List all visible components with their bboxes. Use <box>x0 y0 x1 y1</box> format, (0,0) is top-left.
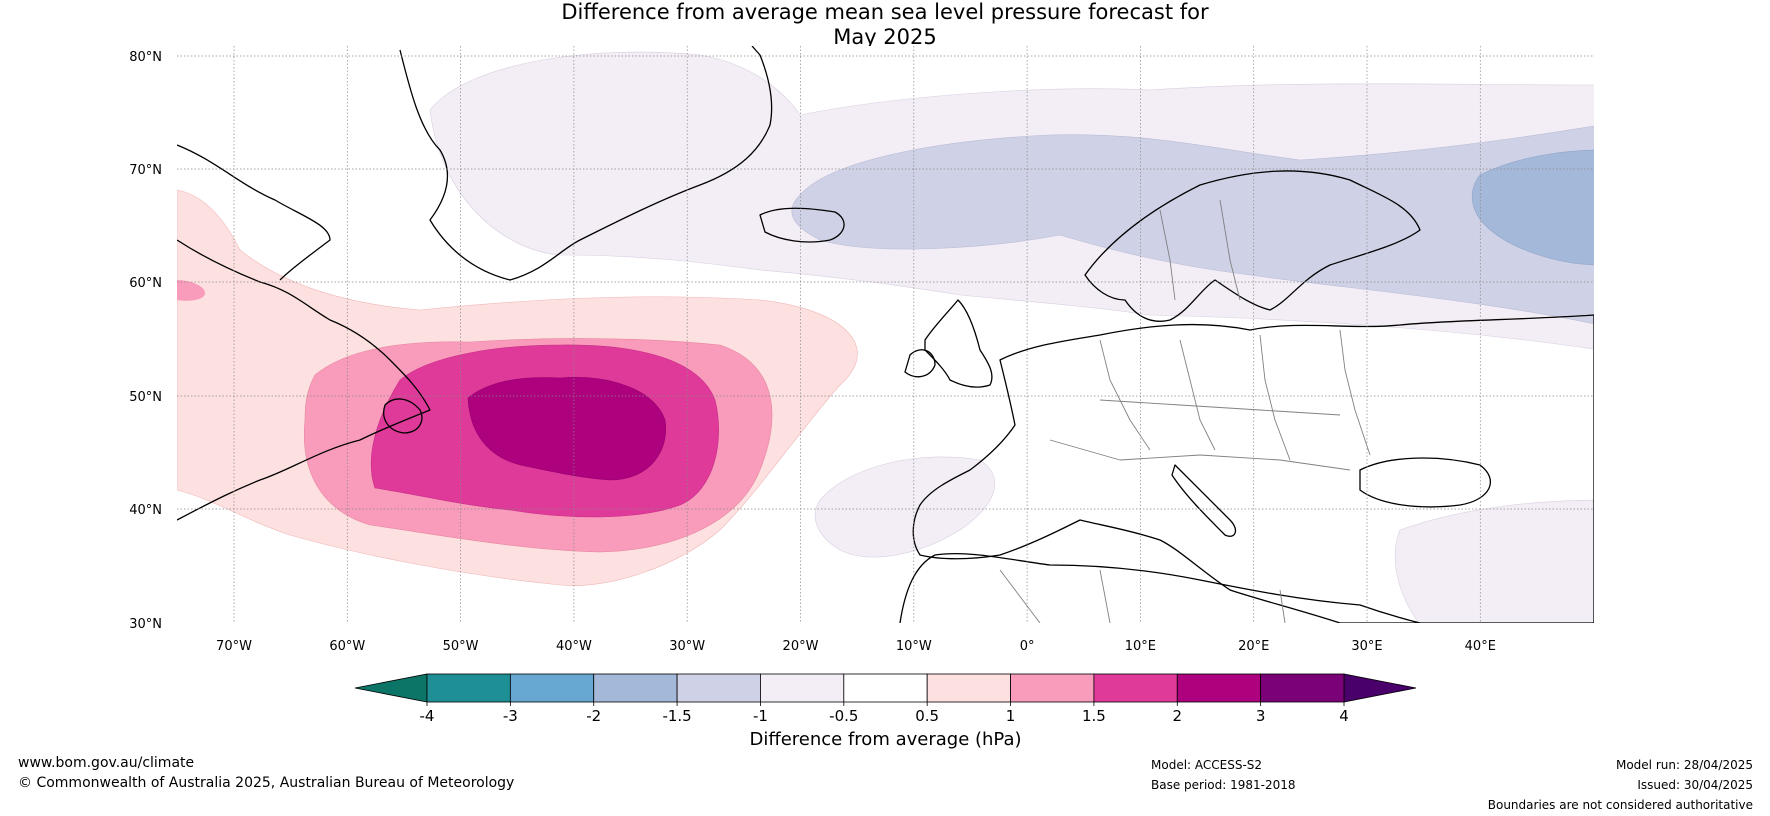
colorbar-tick-label: -2 <box>586 707 601 725</box>
latitude-label: 60°N <box>129 276 162 291</box>
map-title-line1: Difference from average mean sea level p… <box>561 0 1209 24</box>
longitude-label: 30°E <box>1351 639 1382 654</box>
longitude-label: 10°W <box>896 639 932 654</box>
latitude-label: 80°N <box>129 50 162 65</box>
colorbar-segment <box>843 673 928 703</box>
colorbar-tick-label: -0.5 <box>829 707 858 725</box>
map-title-line2: May 2025 <box>833 25 937 49</box>
iceland-coast <box>759 207 845 243</box>
colorbar-label: Difference from average (hPa) <box>749 729 1021 750</box>
coastlines <box>177 46 1594 623</box>
border-germany-poland <box>1179 339 1216 451</box>
longitude-label: 30°W <box>669 639 705 654</box>
border-france-germany <box>1099 339 1151 451</box>
longitude-label: 0° <box>1020 639 1035 654</box>
border-central-europe <box>1099 399 1341 416</box>
longitude-label: 40°E <box>1465 639 1496 654</box>
italy-coast <box>1171 464 1237 537</box>
colorbar: -4 -3 -2 -1.5 -1 -0.5 0.5 1 1.5 2 3 4 Difference fro… <box>354 673 1417 750</box>
axis-labels: 80°N 70°N 60°N 50°N 40°N 30°N 70°W 60°W 50°W 40°W… <box>129 50 1496 654</box>
border-libya-egypt <box>1279 589 1286 623</box>
base-period: Base period: 1981-2018 <box>1151 778 1296 792</box>
longitude-label: 60°W <box>329 639 365 654</box>
colorbar-segment <box>1260 673 1345 703</box>
boundaries-disclaimer: Boundaries are not considered authoritat… <box>1487 798 1753 812</box>
border-morocco-algeria <box>999 569 1041 623</box>
graticule <box>177 46 1594 623</box>
border-balkans <box>1119 454 1351 471</box>
colorbar-tick-label: 1 <box>1006 707 1016 725</box>
colorbar-tick-label: 4 <box>1339 707 1349 725</box>
border-pyrenees <box>1049 439 1121 461</box>
model-name: Model: ACCESS-S2 <box>1151 758 1263 772</box>
border-poland-belarus <box>1259 334 1291 461</box>
colorbar-segment <box>926 673 1011 703</box>
contour-pos-2 <box>467 377 667 481</box>
colorbar-segment <box>760 673 845 703</box>
colorbar-tick-label: -3 <box>503 707 518 725</box>
longitude-label: 20°W <box>783 639 819 654</box>
colorbar-segment <box>509 673 595 703</box>
contour-neg-0.5-south <box>814 456 996 558</box>
colorbar-segment <box>1176 673 1262 703</box>
colorbar-tick-label: 1.5 <box>1082 707 1106 725</box>
colorbar-tick-label: 3 <box>1256 707 1266 725</box>
contour-pos-0.5-small <box>177 280 205 301</box>
colorbar-segment <box>593 673 678 703</box>
ireland-coast <box>904 349 936 378</box>
latitude-label: 40°N <box>129 503 162 518</box>
source-url: www.bom.gov.au/climate <box>18 755 195 771</box>
colorbar-segment <box>1010 673 1095 703</box>
anomaly-contours <box>177 46 1594 623</box>
greenland-coast <box>399 46 773 281</box>
latitude-label: 50°N <box>129 390 162 405</box>
colorbar-tick-label: 2 <box>1172 707 1182 725</box>
colorbar-tick-label: 0.5 <box>915 707 939 725</box>
colorbar-tick-label: -1.5 <box>662 707 691 725</box>
uk-coast <box>924 299 993 388</box>
longitude-label: 10°E <box>1125 639 1156 654</box>
africa-coast <box>899 552 1421 623</box>
labrador-coast <box>177 239 431 521</box>
newfoundland-coast <box>383 398 423 434</box>
border-sweden-finland <box>1219 199 1241 301</box>
border-algeria-libya <box>1099 569 1111 623</box>
colorbar-segment <box>1093 673 1178 703</box>
colorbar-tick-label: -1 <box>753 707 768 725</box>
longitude-label: 20°E <box>1238 639 1269 654</box>
colorbar-segment <box>426 673 511 703</box>
colorbar-under-arrow <box>354 673 428 703</box>
longitude-label: 50°W <box>443 639 479 654</box>
issued-date: Issued: 30/04/2025 <box>1637 778 1753 792</box>
baffin-coast <box>177 144 331 281</box>
contour-neg-0.5-southeast <box>1394 499 1594 623</box>
longitude-label: 40°W <box>556 639 592 654</box>
colorbar-tick-label: -4 <box>420 707 435 725</box>
longitude-label: 70°W <box>216 639 252 654</box>
border-russia-ukraine <box>1339 329 1371 456</box>
latitude-label: 70°N <box>129 163 162 178</box>
colorbar-over-arrow <box>1343 673 1417 703</box>
contour-neg-1 <box>791 125 1594 325</box>
model-run-date: Model run: 28/04/2025 <box>1615 758 1753 772</box>
map-title: Difference from average mean sea level p… <box>0 0 1770 50</box>
black-sea-coast <box>1359 457 1492 508</box>
map-plot-area <box>177 46 1594 623</box>
contour-neg-1.5 <box>1472 149 1594 266</box>
colorbar-segment <box>676 673 761 703</box>
europe-mainland-coast <box>912 314 1594 623</box>
scandinavia-coast <box>1084 170 1421 322</box>
country-borders <box>999 199 1371 623</box>
border-norway-sweden <box>1159 209 1176 301</box>
copyright-text: © Commonwealth of Australia 2025, Austra… <box>18 775 515 791</box>
latitude-label: 30°N <box>129 617 162 632</box>
